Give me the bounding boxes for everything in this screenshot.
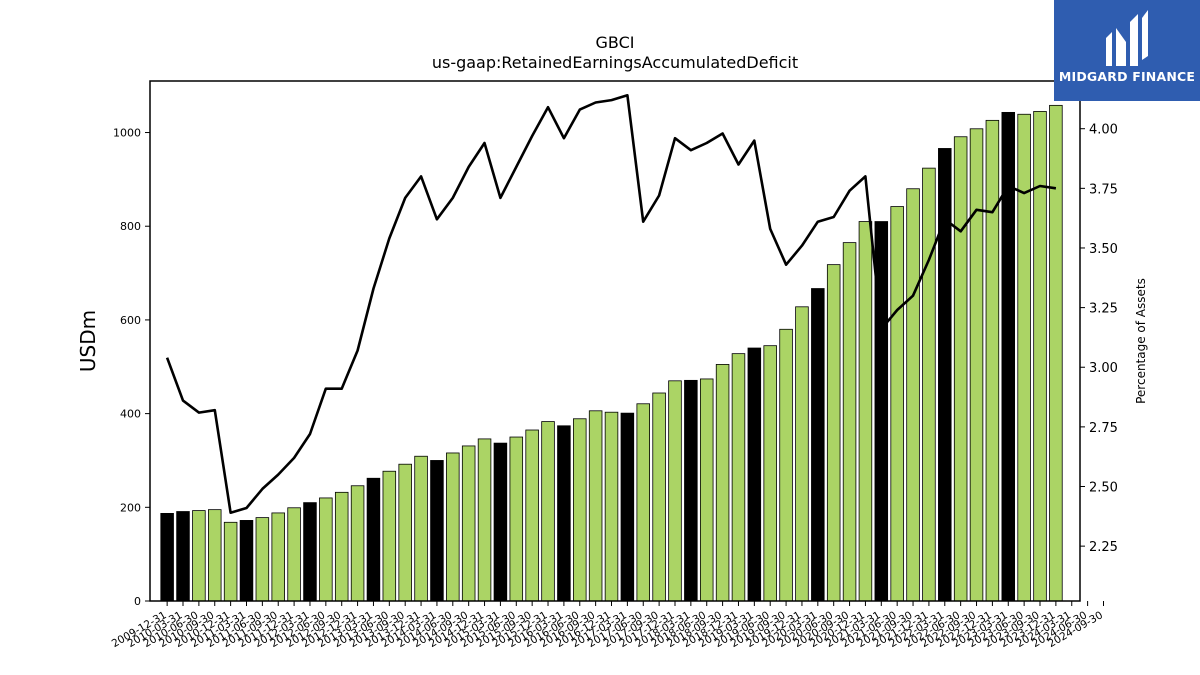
bar [604,411,619,602]
bar [477,438,492,602]
bar [890,206,904,602]
bar [763,345,777,602]
bar [684,379,698,602]
bar [699,378,714,602]
bar [192,510,206,602]
bar [715,364,730,602]
bar [430,460,444,602]
y2-tick-label: 2.75 [1089,421,1118,436]
bar [953,136,968,602]
bar [652,392,666,602]
bar [938,148,952,602]
y2-tick-label: 2.25 [1089,540,1118,555]
bar [366,477,381,602]
bar [1049,104,1063,602]
bar [636,403,650,602]
y-tick-label: 600 [120,314,141,327]
bar [826,264,841,602]
bar [223,521,238,602]
y-tick-label: 400 [120,408,141,421]
bar [319,497,333,602]
bar [160,512,174,602]
bar [176,511,190,602]
bar [446,452,460,602]
line-path [165,94,1057,515]
bar [398,463,412,602]
y2-tick-label: 2.50 [1089,481,1118,496]
bar [573,418,587,602]
bar [842,242,857,602]
bar [969,128,984,602]
y2-tick-label: 3.00 [1089,361,1118,376]
bar [1017,113,1031,602]
y2-tick-label: 3.50 [1089,242,1118,257]
bar [588,410,603,602]
bar [747,347,762,602]
bar [493,442,508,602]
bar [414,455,428,602]
bar [557,425,571,602]
bar [795,306,809,602]
y-tick-label: 200 [120,501,141,514]
bar [239,520,254,602]
bar [350,485,365,602]
bar [811,288,825,602]
bar [303,502,317,602]
y2-tick-label: 3.25 [1089,302,1118,317]
bar [858,221,873,602]
bar [985,119,1000,602]
y-tick-label: 1000 [113,127,141,140]
bar [382,470,397,602]
plot-frame [149,80,1081,602]
midgard-logo-icon [1106,10,1148,66]
line-series [165,94,1057,515]
bar [461,445,476,602]
logo-text: MIDGARD FINANCE [1058,69,1196,84]
bar [271,512,285,602]
bar [509,436,524,602]
y2-tick-label: 3.75 [1089,182,1118,197]
y2-tick-label: 4.00 [1089,123,1118,138]
bar [779,328,793,602]
y2-axis-label: Percentage of Assets [1134,278,1148,404]
chart-title: GBCI [596,33,635,52]
y-axis-label: USDm [76,310,100,372]
bar [255,517,270,602]
chart-subtitle: us-gaap:RetainedEarningsAccumulatedDefic… [432,53,798,72]
y-tick-label: 800 [120,220,141,233]
bar [668,380,682,602]
bar-series [160,104,1063,602]
bar [525,429,539,602]
bar [541,421,555,602]
bar [922,167,936,602]
bar [287,507,301,602]
bar [906,188,920,602]
bar [334,491,349,602]
logo: MIDGARD FINANCE [1054,0,1200,101]
bar [620,412,635,602]
bar [208,509,222,602]
axes: 0 200 400 600 800 1000 2.25 2.50 2.75 3.00 3.25 3.5… [110,80,1118,650]
y-tick-label: 0 [134,595,141,608]
bar [731,353,746,602]
